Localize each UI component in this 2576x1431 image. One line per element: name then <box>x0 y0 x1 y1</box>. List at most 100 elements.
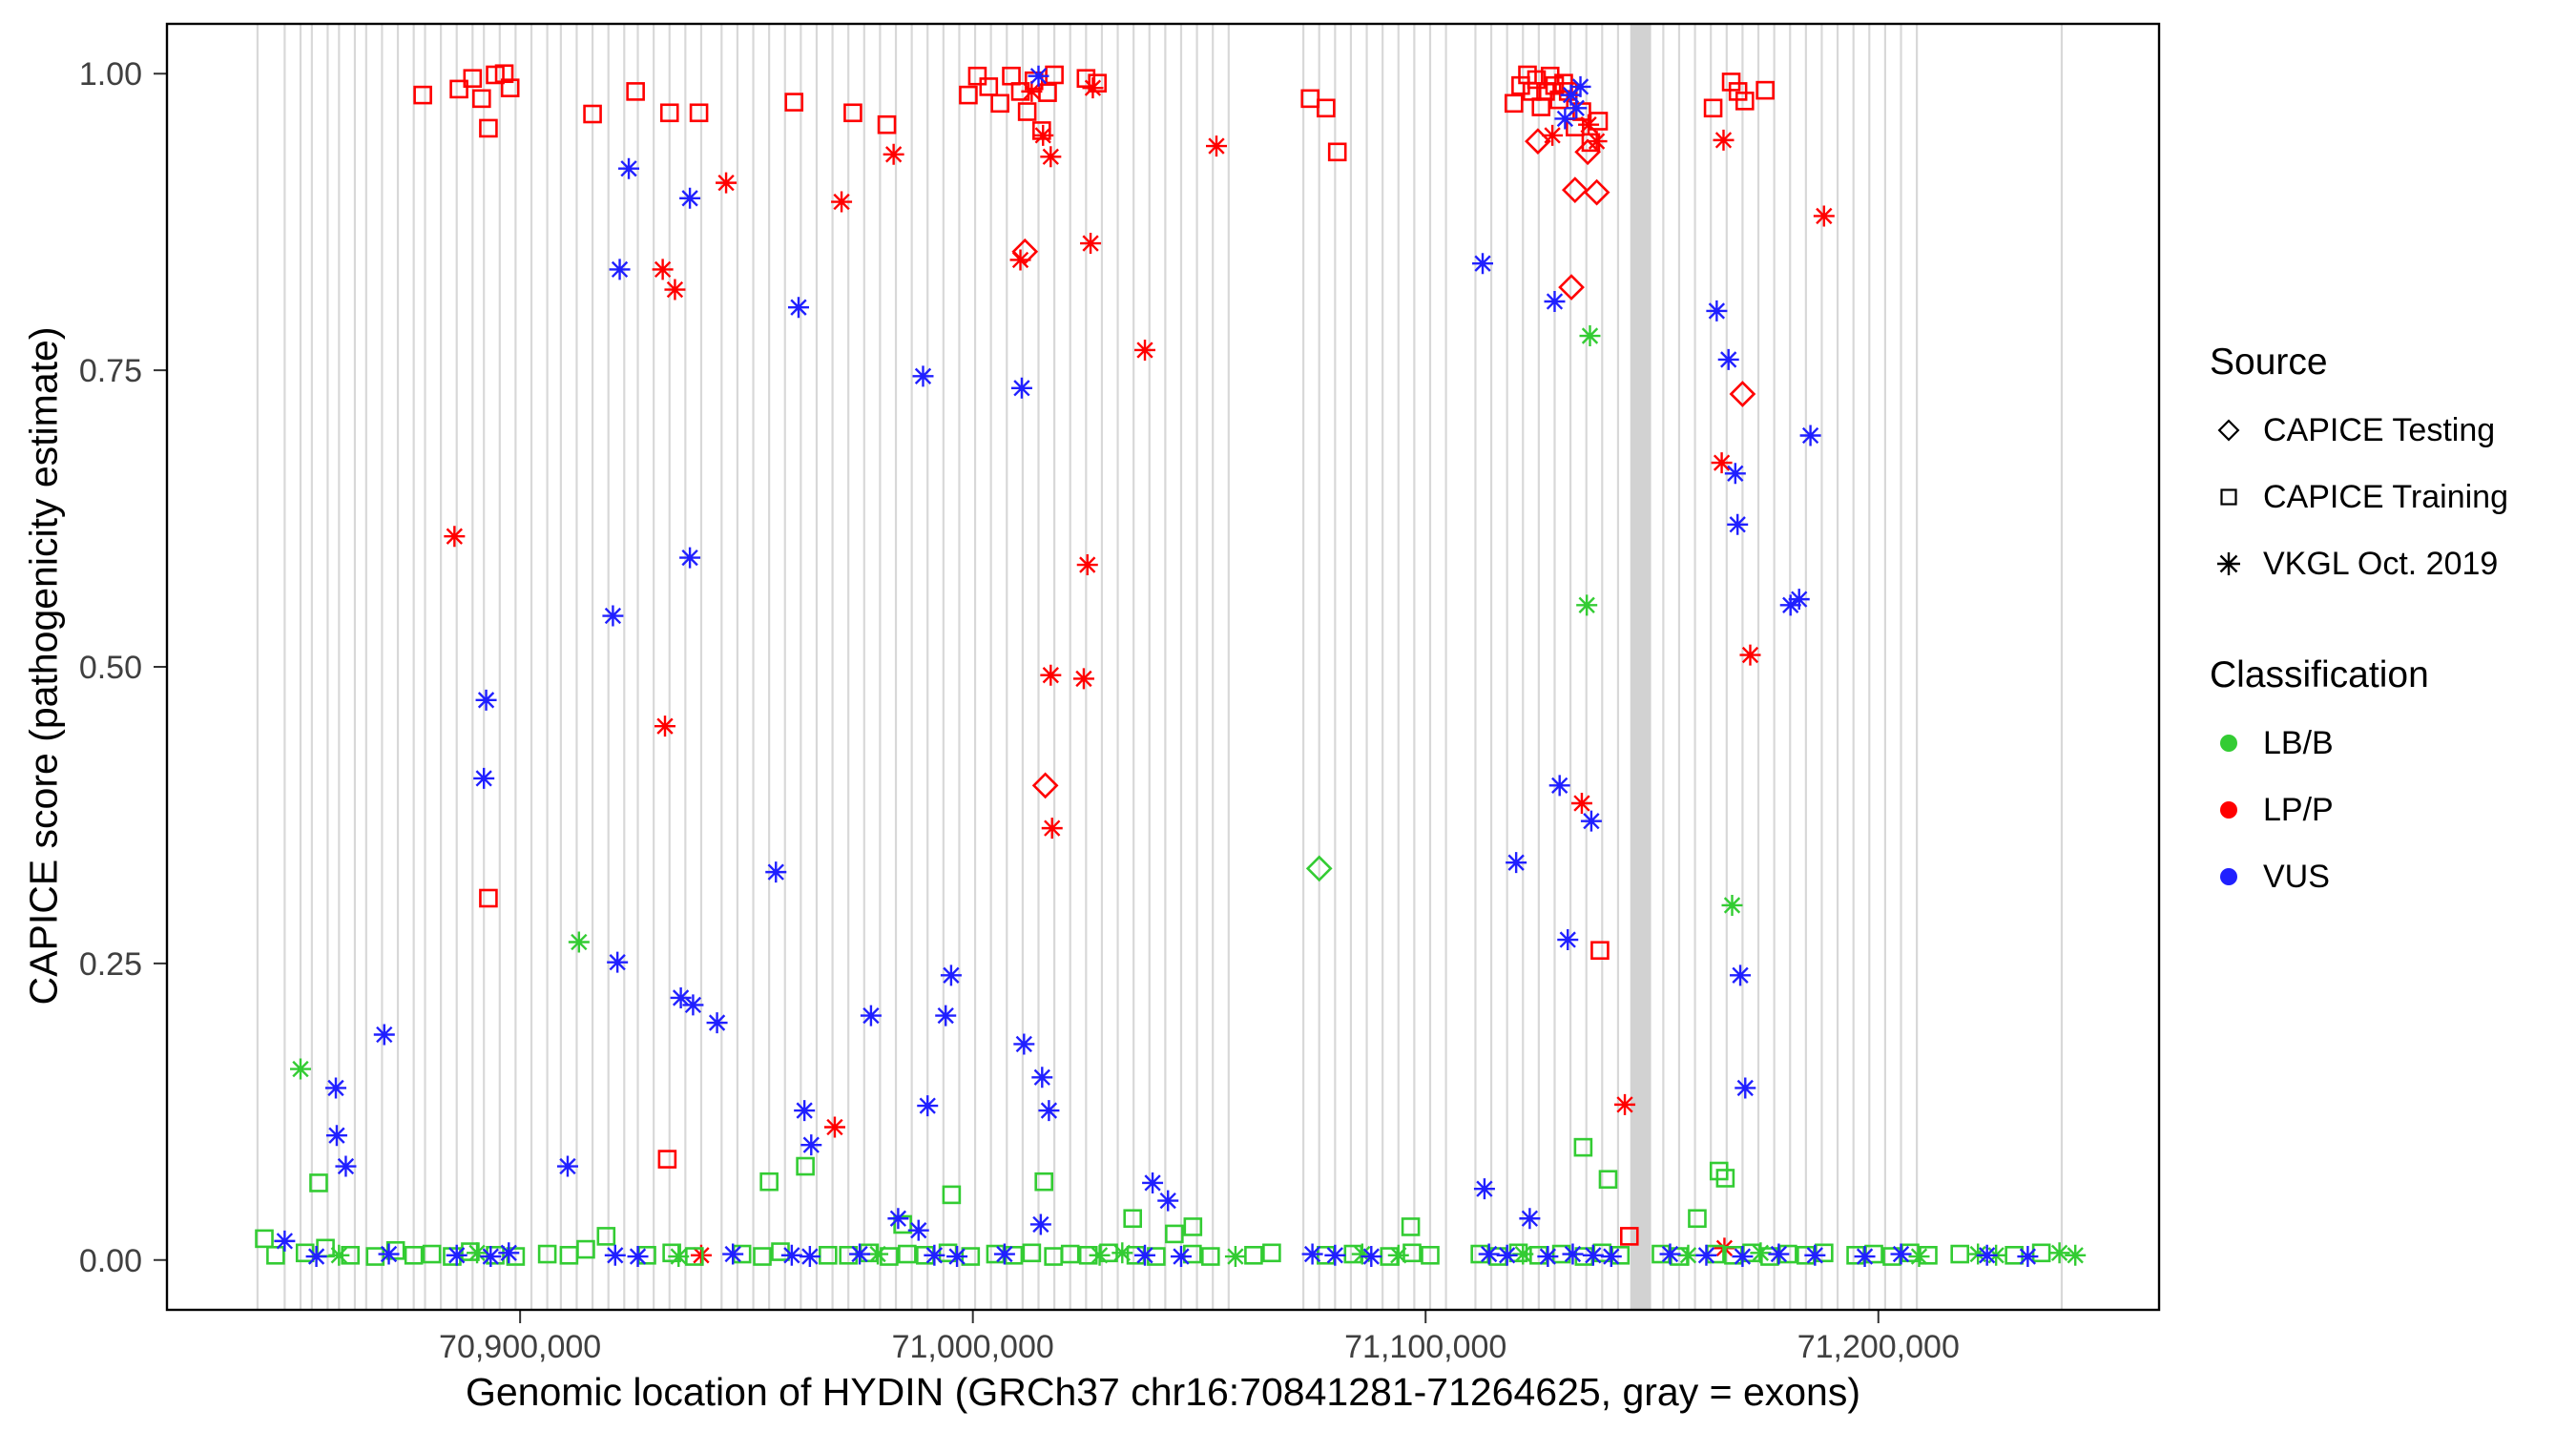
point-asterisk <box>1804 1244 1826 1266</box>
point-asterisk <box>444 526 466 548</box>
point-square <box>1688 1209 1707 1229</box>
legend-item-capice-training: CAPICE Training <box>2210 464 2508 530</box>
point-asterisk <box>1576 594 1598 616</box>
point-asterisk <box>940 964 962 986</box>
point-asterisk <box>799 1246 821 1268</box>
point-asterisk <box>1089 1244 1111 1266</box>
point-asterisk <box>1724 463 1746 485</box>
point-square <box>1038 83 1057 102</box>
point-square <box>1244 1245 1263 1265</box>
point-diamond <box>1031 772 1059 799</box>
point-square <box>1619 1227 1639 1246</box>
point-asterisk <box>2065 1244 2087 1266</box>
point-square <box>880 1247 899 1266</box>
point-square <box>1317 98 1336 118</box>
point-asterisk <box>1009 249 1031 271</box>
point-asterisk <box>1082 77 1104 99</box>
point-asterisk <box>652 259 674 280</box>
point-square <box>506 1247 526 1266</box>
point-square <box>576 1239 595 1259</box>
point-asterisk <box>1721 894 1743 916</box>
point-square <box>796 1156 815 1176</box>
point-square <box>1421 1245 1440 1265</box>
legend-label-capice-testing: CAPICE Testing <box>2263 411 2496 448</box>
point-asterisk <box>1478 1243 1500 1265</box>
point-asterisk <box>1799 425 1821 446</box>
point-asterisk <box>1021 80 1043 102</box>
point-asterisk <box>1324 1244 1346 1266</box>
point-square <box>1402 1243 1422 1263</box>
point-asterisk <box>446 1244 467 1266</box>
point-square <box>959 85 978 105</box>
point-asterisk <box>679 187 701 209</box>
point-square <box>1721 73 1741 92</box>
point-square <box>494 64 514 84</box>
point-asterisk <box>1554 108 1576 130</box>
point-square <box>839 1245 858 1265</box>
point-diamond <box>1305 855 1333 882</box>
point-asterisk <box>907 1219 929 1241</box>
point-square <box>583 104 602 124</box>
point-asterisk <box>716 172 737 194</box>
point-asterisk <box>670 986 692 1008</box>
point-asterisk <box>722 1243 744 1265</box>
point-square <box>877 114 897 135</box>
point-asterisk <box>328 1244 350 1266</box>
point-square <box>1950 1244 1969 1264</box>
point-square <box>1504 93 1524 114</box>
point-asterisk <box>1711 452 1733 474</box>
point-square <box>771 1242 790 1261</box>
point-asterisk <box>867 1243 889 1265</box>
point-square <box>1017 102 1037 121</box>
point-asterisk <box>335 1155 357 1177</box>
point-square <box>479 118 498 138</box>
point-asterisk <box>1582 1244 1604 1266</box>
point-square <box>659 103 679 123</box>
point-square <box>1165 1224 1184 1244</box>
point-square <box>753 1247 772 1266</box>
point-asterisk <box>1519 1208 1541 1230</box>
point-asterisk <box>1578 114 1600 135</box>
point-asterisk <box>473 767 495 789</box>
legend-item-lbb: LB/B <box>2210 710 2508 777</box>
legend-item-capice-testing: CAPICE Testing <box>2210 397 2508 464</box>
point-square <box>537 1244 557 1264</box>
legend-source-title: Source <box>2210 342 2328 383</box>
point-asterisk <box>1537 1246 1559 1268</box>
point-square <box>843 103 862 123</box>
point-asterisk <box>794 1100 816 1122</box>
point-asterisk <box>378 1243 400 1265</box>
diamond-icon <box>2217 419 2240 442</box>
point-asterisk <box>1111 1242 1133 1264</box>
point-asterisk <box>556 1155 578 1177</box>
point-asterisk <box>1029 1213 1051 1235</box>
y-tick-label: 1.00 <box>79 56 142 93</box>
point-square <box>689 103 709 123</box>
point-asterisk <box>607 951 629 973</box>
asterisk-icon <box>2217 552 2240 575</box>
point-square <box>1147 1247 1166 1266</box>
vus-color-dot-icon <box>2220 868 2237 885</box>
point-square <box>1262 1243 1281 1263</box>
point-asterisk <box>1134 339 1156 361</box>
x-tick-label: 71,000,000 <box>892 1329 1054 1365</box>
point-asterisk <box>1732 1246 1754 1268</box>
point-asterisk <box>1032 124 1054 146</box>
point-square <box>266 1245 285 1265</box>
point-asterisk <box>1580 810 1602 832</box>
point-asterisk <box>373 1024 395 1046</box>
legend-classification-title: Classification <box>2210 654 2429 695</box>
point-square <box>486 1245 505 1265</box>
legend-item-vkgl: VKGL Oct. 2019 <box>2210 530 2508 597</box>
point-asterisk <box>604 1244 626 1266</box>
point-asterisk <box>1735 1077 1756 1099</box>
point-asterisk <box>498 1242 520 1264</box>
square-icon <box>2220 488 2237 506</box>
point-square <box>967 66 987 86</box>
point-diamond <box>1729 381 1756 407</box>
point-asterisk <box>1142 1172 1164 1193</box>
point-asterisk <box>1013 1033 1035 1055</box>
y-tick-label: 0.50 <box>79 650 142 686</box>
point-asterisk <box>1600 1246 1622 1268</box>
point-square <box>1022 1243 1042 1263</box>
